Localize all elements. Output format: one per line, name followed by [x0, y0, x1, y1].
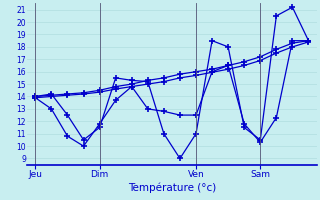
X-axis label: Température (°c): Température (°c) — [128, 182, 216, 193]
